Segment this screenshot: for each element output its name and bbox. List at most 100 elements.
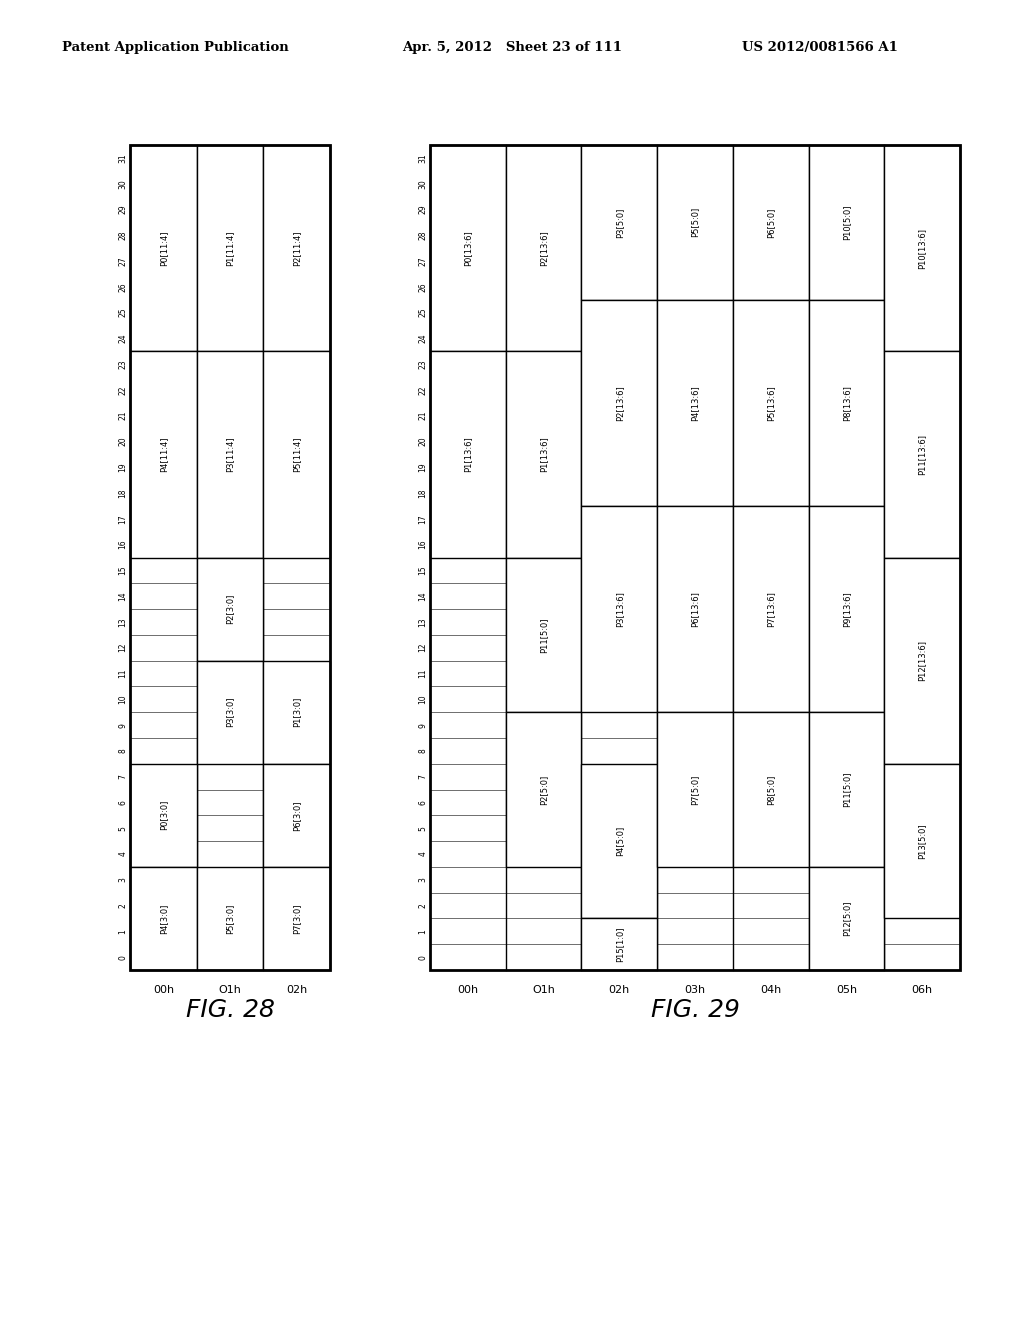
Text: 00h: 00h [153,985,174,995]
Text: 02h: 02h [608,985,630,995]
Text: 20: 20 [419,437,427,446]
Text: 28: 28 [119,231,128,240]
Text: P8[5:0]: P8[5:0] [766,775,775,805]
Text: 28: 28 [419,231,427,240]
Text: P3[5:0]: P3[5:0] [614,207,624,238]
Text: P3[3:0]: P3[3:0] [225,697,234,727]
Bar [582,300,657,506]
Text: 03h: 03h [684,985,706,995]
Text: 15: 15 [419,565,427,576]
Text: P10[5:0]: P10[5:0] [842,205,851,240]
Text: 6: 6 [419,800,427,805]
Text: 25: 25 [419,308,427,317]
Text: P2[13:6]: P2[13:6] [539,230,548,267]
Bar [130,764,197,867]
Text: 26: 26 [119,282,128,292]
Bar [809,867,885,970]
Text: P3[11:4]: P3[11:4] [225,437,234,473]
Text: P7[13:6]: P7[13:6] [766,591,775,627]
Text: 7: 7 [419,775,427,779]
Bar [263,351,330,557]
Text: 30: 30 [119,178,128,189]
Text: P2[11:4]: P2[11:4] [292,231,301,265]
Bar [197,660,263,764]
Text: 5: 5 [119,826,128,830]
Bar [885,557,959,764]
Bar [430,351,506,557]
Text: P6[13:6]: P6[13:6] [690,591,699,627]
Text: 10: 10 [119,694,128,704]
Text: 20: 20 [119,437,128,446]
Bar [733,145,809,300]
Text: P11[5:0]: P11[5:0] [539,616,548,652]
Text: P10[13:6]: P10[13:6] [918,227,927,269]
Text: 25: 25 [119,308,128,317]
Text: P5[13:6]: P5[13:6] [766,385,775,421]
Text: P4[13:6]: P4[13:6] [690,385,699,421]
Text: 12: 12 [119,643,128,652]
Text: P5[3:0]: P5[3:0] [225,903,234,933]
Bar [197,557,263,660]
Bar [733,300,809,506]
Bar [885,764,959,919]
Text: 12: 12 [419,643,427,652]
Text: FIG. 28: FIG. 28 [185,998,274,1022]
Text: P1[13:6]: P1[13:6] [463,437,472,473]
Text: P4[3:0]: P4[3:0] [159,903,168,933]
Text: P5[5:0]: P5[5:0] [690,207,699,238]
Text: 3: 3 [119,878,128,882]
Text: 22: 22 [419,385,427,395]
Text: 4: 4 [419,851,427,857]
Text: 1: 1 [419,929,427,933]
Text: P1[3:0]: P1[3:0] [292,697,301,727]
Bar [582,764,657,919]
Text: P8[13:6]: P8[13:6] [842,385,851,421]
Text: 13: 13 [119,618,128,627]
Bar [130,145,330,970]
Text: P13[5:0]: P13[5:0] [918,824,927,859]
Bar [197,145,263,351]
Bar [263,867,330,970]
Text: P2[13:6]: P2[13:6] [614,385,624,421]
Text: P0[11:4]: P0[11:4] [159,231,168,265]
Text: 11: 11 [419,669,427,678]
Text: 05h: 05h [836,985,857,995]
Text: 14: 14 [119,591,128,601]
Text: 1: 1 [119,929,128,933]
Text: 18: 18 [419,488,427,498]
Text: 27: 27 [119,256,128,265]
Text: P12[5:0]: P12[5:0] [842,900,851,936]
Text: 10: 10 [419,694,427,704]
Text: 19: 19 [419,462,427,473]
Text: 11: 11 [119,669,128,678]
Text: 14: 14 [419,591,427,601]
Bar [657,145,733,300]
Text: P7[5:0]: P7[5:0] [690,775,699,805]
Bar [733,713,809,867]
Bar [263,764,330,867]
Text: P9[13:6]: P9[13:6] [842,591,851,627]
Text: P0[13:6]: P0[13:6] [463,230,472,267]
Text: P7[3:0]: P7[3:0] [292,903,301,933]
Text: P11[13:6]: P11[13:6] [918,434,927,475]
Text: 23: 23 [419,359,427,370]
Bar [885,145,959,351]
Text: P11[5:0]: P11[5:0] [842,772,851,808]
Text: 17: 17 [419,513,427,524]
Text: P6[5:0]: P6[5:0] [766,207,775,238]
Text: 18: 18 [119,488,128,498]
Text: P3[13:6]: P3[13:6] [614,591,624,627]
Text: 2: 2 [119,903,128,908]
Bar [582,919,657,970]
Bar [809,713,885,867]
Text: 4: 4 [119,851,128,857]
Text: 02h: 02h [286,985,307,995]
Text: 00h: 00h [458,985,478,995]
Bar [197,867,263,970]
Text: Apr. 5, 2012   Sheet 23 of 111: Apr. 5, 2012 Sheet 23 of 111 [402,41,622,54]
Text: 0: 0 [419,954,427,960]
Text: 24: 24 [419,334,427,343]
Bar [809,300,885,506]
Bar [130,351,197,557]
Text: 31: 31 [119,153,128,162]
